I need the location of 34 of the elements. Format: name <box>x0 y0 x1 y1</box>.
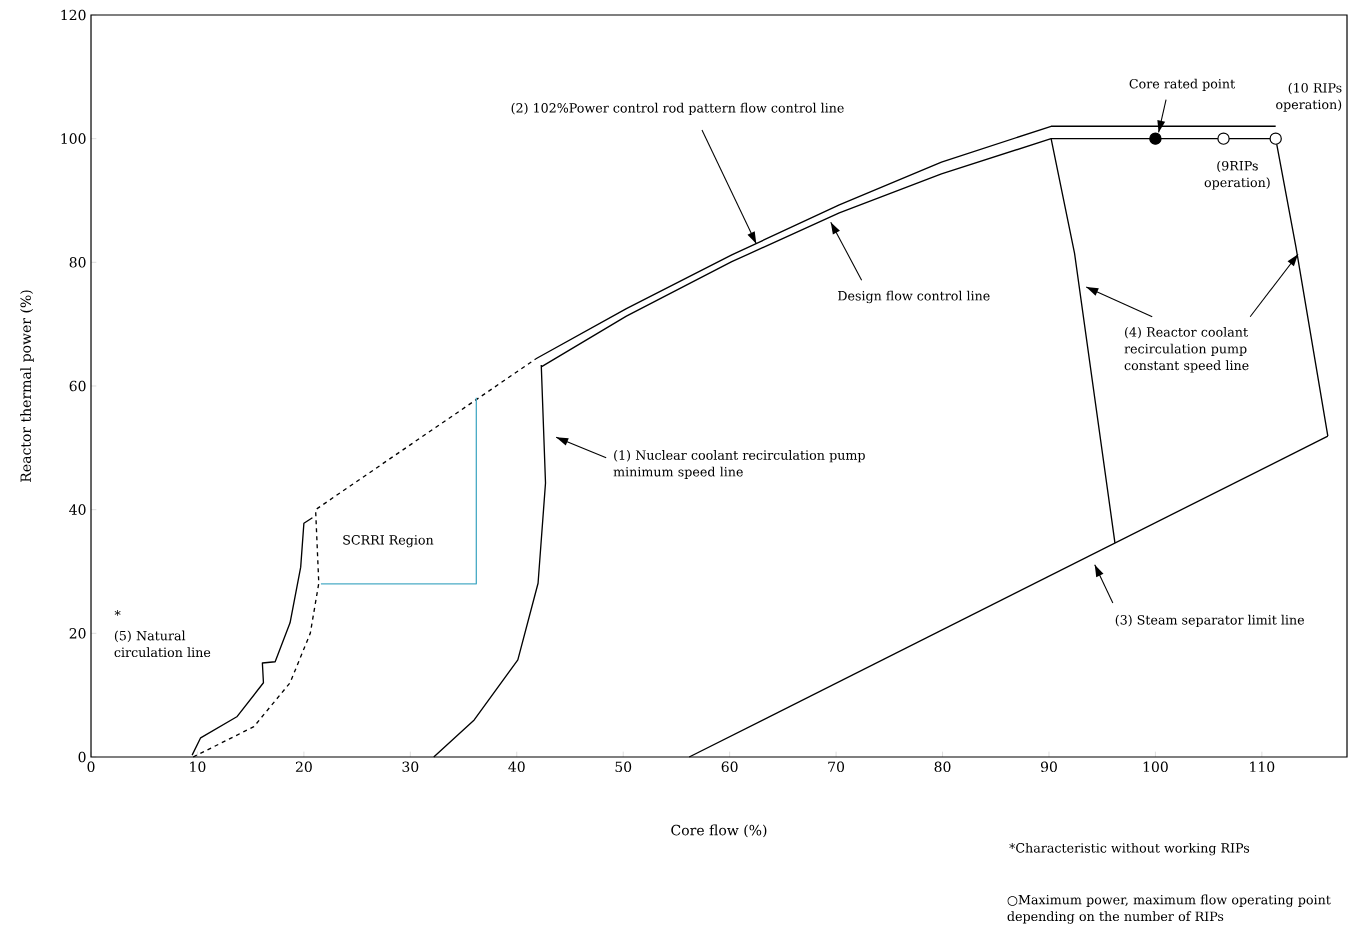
y-tick-label: 80 <box>69 257 86 268</box>
x-tick-label: 80 <box>934 761 951 773</box>
annotation: (2) 102%Power control rod pattern flow control line <box>511 102 844 116</box>
x-tick-label: 100 <box>1143 761 1168 773</box>
y-tick-label: 120 <box>61 9 86 21</box>
annotation: (5) Natural circulation line <box>114 630 211 658</box>
text: *Characteristic without working RIPs <box>1009 842 1250 856</box>
y-tick-label: 60 <box>69 380 86 392</box>
annotation: Core rated point <box>1129 78 1236 91</box>
x-axis-title: Core flow (%) <box>671 824 767 838</box>
x-tick-label: 110 <box>1250 761 1275 773</box>
annotation: * <box>114 610 121 616</box>
annotation: (4) Reactor coolant recirculation pump constant speed line <box>1124 327 1249 373</box>
x-tick-label: 50 <box>615 761 632 773</box>
annotation: (1) Nuclear coolant recirculation pump minimum speed line <box>613 450 865 479</box>
x-tick-label: 90 <box>1040 761 1057 773</box>
annotation: Design flow control line <box>838 290 990 304</box>
annotation: (3) Steam separator limit line <box>1115 614 1305 628</box>
x-tick-label: 20 <box>295 761 312 773</box>
y-axis-title: Reactor thermal power (%) <box>20 290 34 482</box>
annotation: SCRRI Region <box>343 535 434 548</box>
x-tick-label: 30 <box>402 761 419 773</box>
y-tick-label: 0 <box>78 751 86 763</box>
y-tick-label: 100 <box>61 133 86 144</box>
x-tick-label: 10 <box>190 761 206 773</box>
annotation: (9RIPs operation) <box>1204 160 1270 190</box>
annotation: (10 RIPs operation) <box>1276 82 1342 112</box>
y-tick-label: 40 <box>69 504 86 515</box>
y-tick-label: 20 <box>69 628 86 639</box>
x-tick-label: 40 <box>508 761 525 773</box>
x-tick-label: 60 <box>721 761 738 773</box>
x-tick-label: 70 <box>828 761 845 773</box>
x-tick-label: 0 <box>87 761 95 773</box>
text: ○Maximum power, maximum flow operating point depending on the number of RIPs <box>1007 894 1331 924</box>
